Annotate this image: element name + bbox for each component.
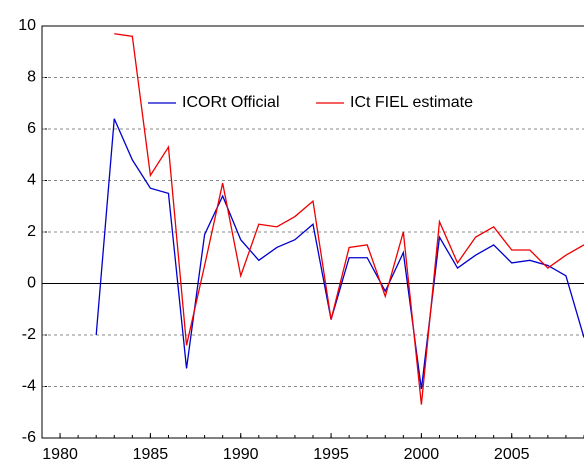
- y-tick-label: -2: [22, 326, 36, 343]
- x-tick-label: 2000: [404, 446, 440, 463]
- series-line: [114, 33, 584, 405]
- y-tick-label: 0: [27, 275, 36, 292]
- x-tick-label: 2005: [494, 446, 530, 463]
- plot-frame: [41, 25, 584, 439]
- y-tick-label: 10: [18, 17, 36, 34]
- x-tick-label: 1990: [223, 446, 259, 463]
- y-tick-label: -4: [22, 378, 36, 395]
- x-tick-label: 1980: [42, 446, 78, 463]
- legend-label: ICORt Official: [182, 94, 280, 111]
- series-line: [95, 118, 584, 390]
- legend-label: ICt FIEL estimate: [350, 94, 473, 111]
- y-tick-label: 8: [27, 69, 36, 86]
- y-tick-label: 6: [27, 120, 36, 137]
- x-tick-label: 1995: [313, 446, 349, 463]
- y-tick-label: -6: [22, 429, 36, 446]
- y-tick-label: 4: [27, 172, 36, 189]
- x-tick-label: 1985: [133, 446, 169, 463]
- y-tick-label: 2: [27, 223, 36, 240]
